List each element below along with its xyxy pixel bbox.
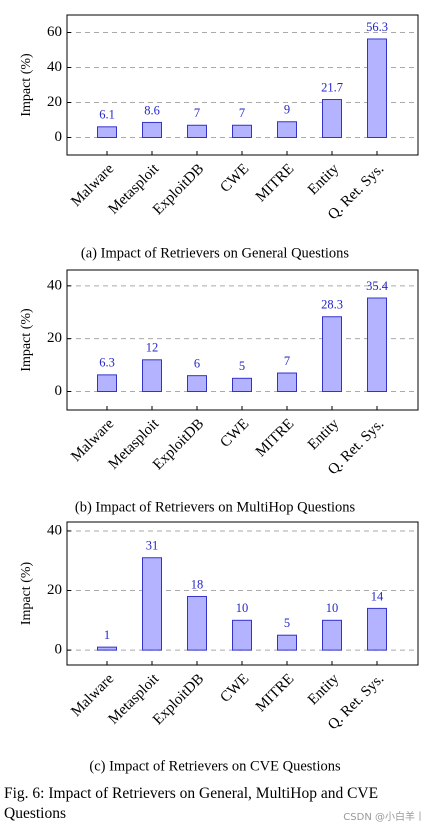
x-tick-label: Entity bbox=[305, 161, 343, 199]
y-tick-label: 20 bbox=[47, 94, 62, 110]
value-label: 10 bbox=[326, 601, 339, 615]
x-tick-label: MITRE bbox=[253, 671, 297, 715]
y-tick-label: 60 bbox=[47, 24, 62, 40]
value-label: 8.6 bbox=[144, 103, 160, 117]
value-label: 6 bbox=[194, 357, 200, 371]
bar bbox=[232, 377, 252, 393]
value-label: 6.3 bbox=[99, 356, 115, 370]
value-label: 14 bbox=[371, 589, 384, 603]
bar bbox=[97, 126, 117, 138]
bar bbox=[277, 634, 297, 651]
value-label: 31 bbox=[146, 539, 159, 553]
y-tick-label: 0 bbox=[55, 383, 63, 399]
bar bbox=[232, 124, 252, 138]
value-label: 5 bbox=[284, 616, 290, 630]
chart-caption: (b) Impact of Retrievers on MultiHop Que… bbox=[75, 499, 356, 515]
bar bbox=[97, 646, 117, 651]
x-tick-label: MITRE bbox=[253, 161, 297, 205]
value-label: 28.3 bbox=[321, 298, 343, 312]
bar bbox=[142, 121, 162, 138]
bar bbox=[142, 359, 162, 393]
y-tick-label: 20 bbox=[47, 582, 62, 598]
x-tick-label: Entity bbox=[305, 416, 343, 454]
y-axis-label: Impact (%) bbox=[19, 308, 34, 372]
value-label: 7 bbox=[194, 106, 200, 120]
chart-caption: (a) Impact of Retrievers on General Ques… bbox=[81, 245, 350, 261]
value-label: 18 bbox=[191, 577, 204, 591]
y-axis-label: Impact (%) bbox=[19, 53, 34, 117]
bar bbox=[187, 595, 207, 651]
watermark: CSDN @小白羊丨 bbox=[343, 812, 425, 823]
bar bbox=[187, 124, 207, 138]
value-label: 56.3 bbox=[366, 20, 388, 34]
y-tick-label: 40 bbox=[47, 59, 62, 75]
bar bbox=[142, 557, 162, 651]
plot-frame bbox=[66, 269, 419, 411]
bar bbox=[367, 38, 387, 138]
plot-frame bbox=[66, 14, 419, 156]
y-tick-label: 40 bbox=[47, 522, 62, 538]
bar bbox=[367, 607, 387, 651]
value-label: 6.1 bbox=[99, 108, 115, 122]
value-label: 9 bbox=[284, 103, 290, 117]
bar bbox=[367, 297, 387, 393]
y-tick-label: 20 bbox=[47, 330, 62, 346]
x-tick-label: Entity bbox=[305, 671, 343, 709]
bar bbox=[277, 121, 297, 138]
bar bbox=[277, 372, 297, 393]
chart-caption: (c) Impact of Retrievers on CVE Question… bbox=[89, 758, 341, 774]
plot-frame bbox=[66, 521, 419, 666]
value-label: 21.7 bbox=[321, 80, 343, 94]
bar bbox=[322, 619, 342, 651]
y-axis-label: Impact (%) bbox=[19, 561, 34, 625]
bar bbox=[322, 316, 342, 393]
y-tick-label: 40 bbox=[47, 277, 62, 293]
bar bbox=[97, 374, 117, 393]
bar bbox=[232, 619, 252, 651]
value-label: 7 bbox=[239, 106, 245, 120]
x-tick-label: CWE bbox=[217, 416, 252, 451]
value-label: 10 bbox=[236, 601, 249, 615]
value-label: 35.4 bbox=[366, 279, 389, 293]
y-tick-label: 0 bbox=[55, 642, 63, 658]
value-label: 12 bbox=[146, 341, 159, 355]
value-label: 5 bbox=[239, 359, 245, 373]
bar bbox=[322, 99, 342, 138]
value-label: 7 bbox=[284, 354, 290, 368]
value-label: 1 bbox=[104, 628, 110, 642]
y-tick-label: 0 bbox=[55, 129, 63, 145]
figure-caption: Fig. 6: Impact of Retrievers on General,… bbox=[4, 785, 379, 822]
x-tick-label: MITRE bbox=[253, 416, 297, 460]
bar bbox=[187, 375, 207, 393]
x-tick-label: CWE bbox=[217, 161, 252, 196]
x-tick-label: CWE bbox=[217, 671, 252, 706]
